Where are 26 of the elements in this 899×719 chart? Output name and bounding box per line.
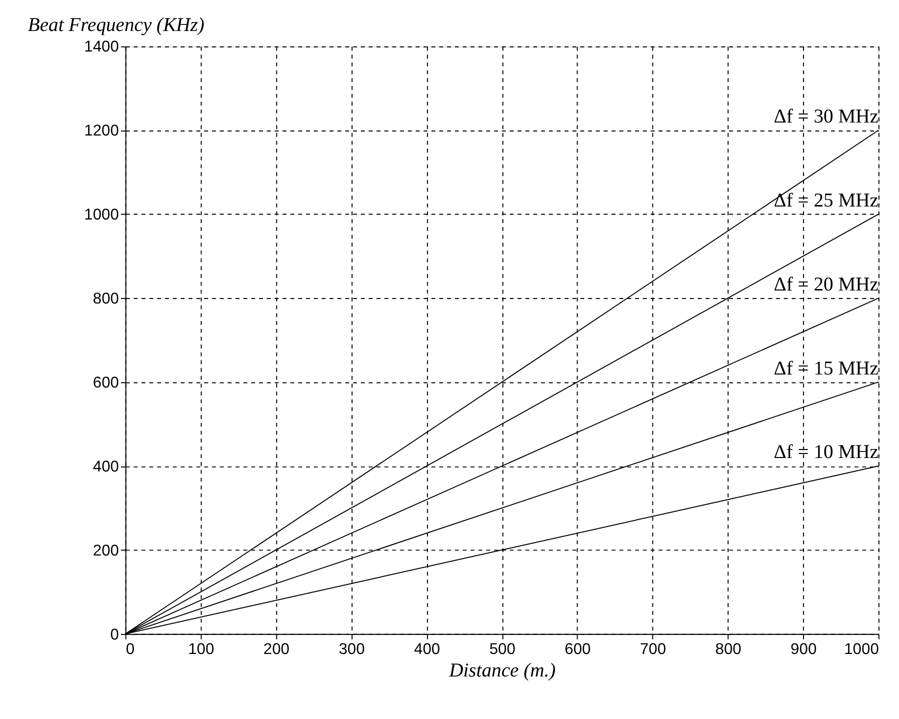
- y-tick-label: 800: [92, 290, 120, 308]
- x-tick-label: 900: [790, 640, 817, 658]
- series-label: Δf = 15 MHz: [774, 358, 879, 380]
- y-tick-label: 1000: [84, 206, 120, 224]
- y-tick-label: 200: [92, 542, 120, 560]
- y-tick-label: 600: [92, 374, 120, 392]
- x-tick-label: 300: [338, 640, 366, 658]
- y-tick-label: 1200: [84, 122, 120, 140]
- y-tick-label: 1400: [84, 38, 120, 56]
- series-label: Δf = 25 MHz: [774, 190, 879, 212]
- x-tick-label: 200: [263, 640, 290, 658]
- y-axis-title: Beat Frequency (KHz): [28, 15, 204, 36]
- series-label: Δf = 20 MHz: [774, 274, 879, 296]
- series-label: Δf = 10 MHz: [774, 442, 879, 464]
- x-axis-title: Distance (m.): [448, 660, 556, 682]
- x-tick-label: 800: [715, 640, 742, 658]
- y-tick-label: 400: [92, 458, 120, 476]
- x-tick-label: 700: [640, 640, 666, 658]
- series-label: Δf = 30 MHz: [774, 106, 879, 128]
- y-tick-label: 0: [110, 626, 120, 644]
- x-tick-label: 100: [188, 640, 214, 658]
- x-tick-label: 600: [564, 640, 592, 658]
- x-tick-label: 500: [489, 640, 516, 658]
- x-tick-label: 400: [414, 640, 440, 658]
- x-tick-label: 0: [126, 640, 135, 658]
- x-tick-label: 1000: [844, 640, 880, 658]
